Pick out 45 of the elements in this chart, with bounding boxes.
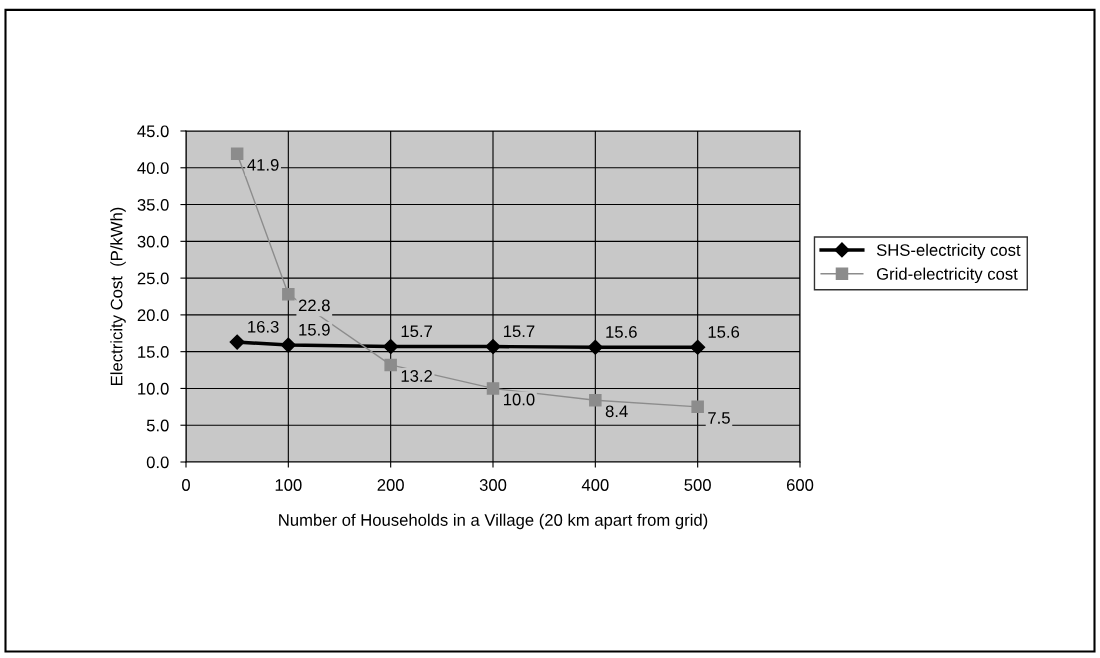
data-label: 16.3 bbox=[248, 320, 279, 333]
point bbox=[229, 334, 245, 350]
point bbox=[587, 339, 603, 355]
data-label: 7.5 bbox=[708, 412, 730, 424]
data-label: 15.7 bbox=[503, 325, 535, 338]
y-tick-label: 45.0 bbox=[137, 125, 169, 138]
point bbox=[384, 358, 397, 372]
data-label: 15.6 bbox=[606, 326, 637, 338]
point bbox=[486, 382, 500, 395]
legend-label: Grid-electricity cost bbox=[876, 267, 1018, 284]
legend-label: SHS-electricity cost bbox=[876, 243, 1021, 260]
y-tick-label: 5.0 bbox=[146, 419, 169, 432]
point bbox=[280, 337, 296, 353]
point bbox=[690, 339, 706, 355]
data-label: 15.9 bbox=[299, 323, 330, 336]
data-label: 15.6 bbox=[708, 326, 740, 338]
data-label: 13.2 bbox=[401, 370, 432, 382]
x-tick-label: 0 bbox=[182, 479, 190, 491]
point bbox=[282, 288, 295, 301]
data-label: 10.0 bbox=[503, 393, 535, 406]
y-tick-label: 0.0 bbox=[146, 456, 169, 469]
y-tick-label: 35.0 bbox=[137, 198, 169, 211]
data-label: 8.4 bbox=[605, 405, 628, 418]
x-tick-label: 200 bbox=[377, 479, 404, 491]
x-tick-label: 300 bbox=[479, 479, 507, 491]
point bbox=[485, 338, 501, 355]
y-axis-title: Electricity Cost (P/kWh) bbox=[110, 207, 126, 385]
x-axis-title: Number of Households in a Village (20 km apart from grid) bbox=[279, 513, 708, 530]
point bbox=[691, 400, 704, 414]
point bbox=[589, 393, 602, 407]
y-tick-label: 20.0 bbox=[137, 309, 169, 322]
x-tick-label: 600 bbox=[786, 479, 814, 491]
y-tick-label: 25.0 bbox=[137, 272, 169, 285]
y-tick-label: 15.0 bbox=[138, 346, 169, 358]
point bbox=[383, 338, 399, 355]
y-tick-label: 40.0 bbox=[137, 162, 169, 174]
x-tick-label: 500 bbox=[684, 479, 711, 491]
x-tick-label: 400 bbox=[581, 479, 609, 491]
data-label: 15.7 bbox=[401, 325, 432, 338]
y-tick-label: 30.0 bbox=[137, 235, 169, 248]
y-tick-label: 10.0 bbox=[138, 382, 169, 395]
data-label: 41.9 bbox=[247, 158, 279, 171]
x-tick-label: 100 bbox=[275, 479, 302, 491]
data-label: 22.8 bbox=[298, 299, 330, 312]
point bbox=[230, 147, 244, 161]
